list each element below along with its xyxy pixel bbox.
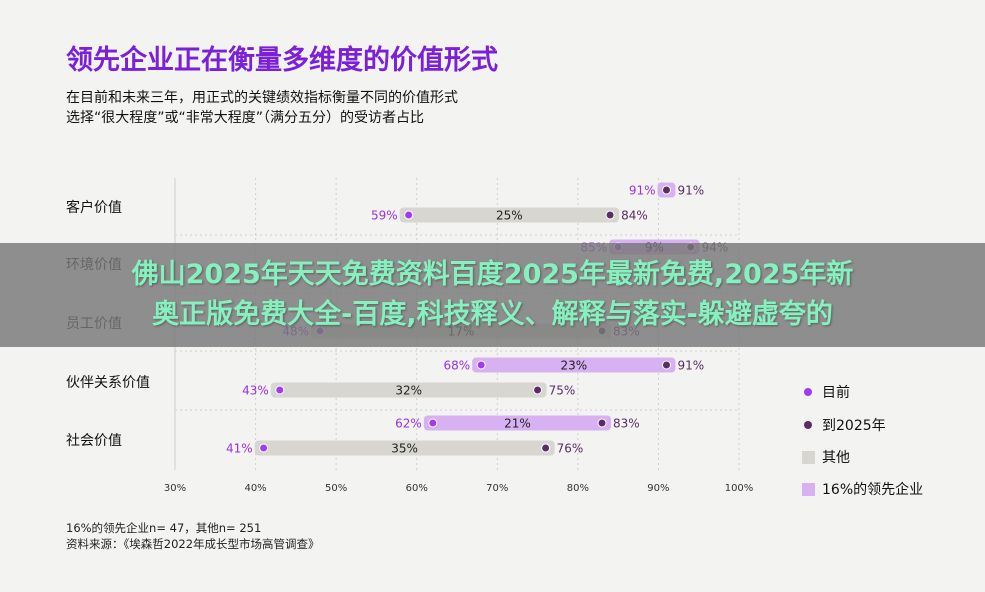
future-dot: [541, 443, 551, 453]
future-value-label: 75%: [549, 384, 576, 398]
subtitle-line-2: 选择“很大程度”或“非常大程度”（满分五分）的受访者占比: [66, 110, 425, 126]
legend-label: 其他: [822, 450, 850, 466]
future-dot: [605, 210, 615, 220]
future-value-label: 76%: [557, 442, 584, 456]
current-value-label: 41%: [226, 442, 253, 456]
dumbbell-bar: [472, 357, 676, 373]
current-value-label: 91%: [629, 184, 656, 198]
current-dot: [476, 360, 486, 370]
current-value-label: 59%: [371, 209, 398, 223]
dumbbell-bar: [423, 415, 612, 431]
x-tick-label: 80%: [567, 483, 589, 494]
x-tick-label: 100%: [725, 483, 754, 494]
sample-size-note: 16%的领先企业n= 47，其他n= 251: [66, 521, 262, 535]
current-dot: [275, 385, 285, 395]
legend-label: 目前: [822, 384, 850, 401]
banner-line-2: 奥正版免费大全-百度,科技释义、解释与落实-躲避虚夸的: [152, 299, 833, 330]
current-dot: [428, 418, 438, 428]
x-tick-label: 30%: [164, 483, 186, 494]
future-dot: [661, 360, 671, 370]
overlay-banner-text: 佛山2025年天天免费资料百度2025年最新免费,2025年新 奥正版免费大全-…: [0, 255, 985, 335]
x-tick-label: 90%: [647, 483, 669, 494]
chart-subtitle: 在目前和未来三年，用正式的关键绩效指标衡量不同的价值形式 选择“很大程度”或“非…: [66, 88, 458, 128]
gap-label: 25%: [496, 209, 523, 223]
legend-leader-swatch: [802, 483, 815, 496]
subtitle-line-1: 在目前和未来三年，用正式的关键绩效指标衡量不同的价值形式: [66, 90, 458, 106]
legend-future-marker: [804, 421, 812, 429]
overlay-banner: [0, 243, 985, 347]
current-value-label: 68%: [443, 359, 470, 373]
gap-label: 35%: [391, 442, 418, 456]
current-dot: [404, 210, 414, 220]
gap-label: 21%: [504, 417, 531, 431]
gap-label: 23%: [560, 359, 587, 373]
future-value-label: 91%: [677, 184, 704, 198]
banner-line-1: 佛山2025年天天免费资料百度2025年最新免费,2025年新: [131, 259, 854, 290]
future-dot: [597, 418, 607, 428]
category-label: 社会价值: [66, 433, 122, 449]
legend-other-swatch: [802, 451, 815, 464]
x-tick-label: 70%: [486, 483, 508, 494]
x-tick-label: 60%: [406, 483, 428, 494]
legend-label: 16%的领先企业: [822, 481, 923, 498]
gap-label: 32%: [395, 384, 422, 398]
category-label: 客户价值: [66, 199, 122, 216]
legend-label: 到2025年: [822, 418, 886, 434]
chart-title: 领先企业正在衡量多维度的价值形式: [66, 45, 498, 76]
future-dot: [533, 385, 543, 395]
current-dot: [259, 443, 269, 453]
current-value-label: 43%: [242, 384, 269, 398]
current-value-label: 62%: [395, 417, 422, 431]
x-tick-label: 40%: [244, 483, 266, 494]
category-label: 伙伴关系价值: [66, 375, 150, 391]
dumbbell-bar: [270, 382, 547, 398]
future-value-label: 84%: [621, 209, 648, 223]
future-value-label: 83%: [613, 417, 640, 431]
dumbbell-bar: [254, 440, 555, 456]
source-note: 资料来源：《埃森哲2022年成长型市场高管调查》: [66, 537, 320, 551]
legend-current-marker: [804, 388, 812, 396]
chart-footer: 16%的领先企业n= 47，其他n= 251 资料来源：《埃森哲2022年成长型…: [66, 520, 320, 552]
x-tick-label: 50%: [325, 483, 347, 494]
future-value-label: 91%: [677, 359, 704, 373]
future-dot: [661, 185, 671, 195]
dumbbell-bar: [399, 207, 620, 223]
